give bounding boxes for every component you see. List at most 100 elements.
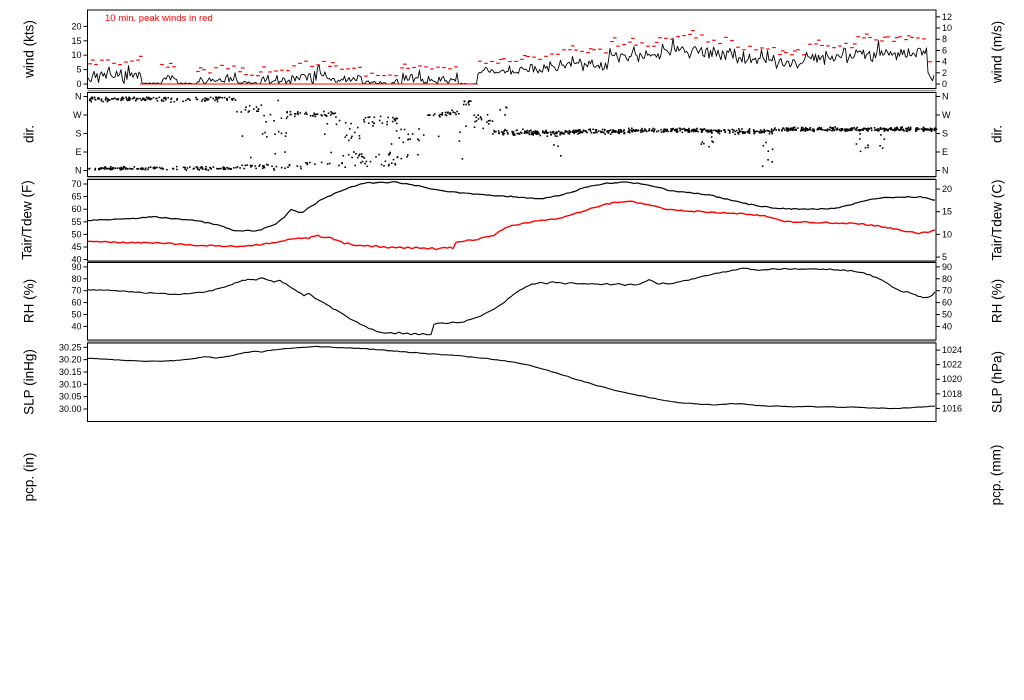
tick-label: 50 [71,229,81,239]
tick-label: E [942,147,948,157]
tick-label: 0 [942,79,947,89]
tick-label: W [73,110,82,120]
axis-title-wind-kts: wind (kts) [21,20,37,78]
tick: N [75,92,88,102]
tick: 1022 [936,360,962,370]
panel-box-temp [87,179,937,262]
tick-label: 30.20 [59,355,82,365]
tick-label: 1024 [942,345,962,355]
axis-title-slp-inhg: SLP (inHg) [21,349,37,415]
tick: 10 [71,50,88,60]
tick: W [936,110,951,120]
tick-label: E [75,147,81,157]
axis-title-slp-hpa: SLP (hPa) [989,350,1005,414]
tick: 50 [71,310,88,320]
tick: 40 [71,321,88,331]
tick-label: 50 [942,310,952,320]
tick-label: 90 [71,262,81,272]
tick-label: 6 [942,45,947,55]
tick: 50 [71,229,88,239]
tick: 60 [71,298,88,308]
tick: 1016 [936,403,962,413]
tick-label: 50 [71,310,81,320]
tick: 60 [71,204,88,214]
tick: 5 [936,252,947,262]
tick-label: 80 [942,274,952,284]
tick-label: 0 [76,79,81,89]
axis-title-wind-ms: wind (m/s) [989,20,1005,84]
tick: 1020 [936,374,962,384]
peak-winds-note: 10 min. peak winds in red [105,13,213,24]
tick: 70 [71,286,88,296]
tick: 30.05 [59,392,88,402]
tick-label: 70 [942,286,952,296]
tick: 90 [71,262,88,272]
tick-label: 15 [71,36,81,46]
tick: 0 [76,79,88,89]
tick-label: 1020 [942,374,962,384]
tick-label: 20 [71,21,81,31]
tick-label: 60 [71,204,81,214]
tick: W [73,110,88,120]
tick-label: N [942,92,949,102]
axis-title-temp-c: Tair/Tdew (C) [989,179,1005,261]
axis-title-rh-right: RH (%) [989,278,1005,324]
tick-label: W [942,110,951,120]
tick-label: 30.10 [59,379,82,389]
tick-label: 30.15 [59,367,82,377]
tick-label: 55 [71,217,81,227]
tick-label: 2 [942,68,947,78]
tick-label: 10 [942,229,952,239]
tick: 1024 [936,345,962,355]
tick: 40 [71,255,88,265]
tick: S [75,129,88,139]
tick: 20 [936,184,952,194]
tick: 1018 [936,389,962,399]
panel-box-slp [87,342,937,422]
tick: 12 [936,12,952,22]
tick-label: S [942,129,948,139]
slp-trace [87,345,936,410]
tick-label: 5 [76,65,81,75]
tick: 30.20 [59,355,88,365]
tick: 5 [76,65,88,75]
tick-label: 1018 [942,389,962,399]
tick: 30.00 [59,404,88,414]
tick-label: N [942,166,949,176]
tick-label: N [75,92,82,102]
tick-label: 65 [71,192,81,202]
tick-label: S [75,129,81,139]
axis-title-temp-f: Tair/Tdew (F) [19,180,35,260]
tick: 30.15 [59,367,88,377]
tick: 4 [936,57,947,67]
tick: 10 [936,23,952,33]
tick-label: 70 [71,286,81,296]
tick-label: 1022 [942,360,962,370]
tick: N [936,166,949,176]
tick: 40 [936,321,952,331]
tick-label: 12 [942,12,952,22]
tick: 2 [936,68,947,78]
tick: 80 [936,274,952,284]
tick: 45 [71,242,88,252]
tick: 65 [71,192,88,202]
tick: S [936,129,948,139]
wind-speed-trace [87,37,935,85]
tick: 90 [936,262,952,272]
tick: 0 [936,79,947,89]
tair-trace [87,181,936,232]
tick: N [936,92,949,102]
tick: 20 [71,21,88,31]
panel-box-dir [87,92,937,177]
tick-label: 40 [71,321,81,331]
tick-label: 1016 [942,403,962,413]
tick-label: 60 [71,298,81,308]
tick-label: 90 [942,262,952,272]
wind-peak-dashes [88,30,932,77]
rh-trace [87,267,936,336]
tick-label: 45 [71,242,81,252]
axis-title-pcp-mm: pcp. (mm) [988,444,1004,506]
axis-title-rh-left: RH (%) [21,278,37,324]
